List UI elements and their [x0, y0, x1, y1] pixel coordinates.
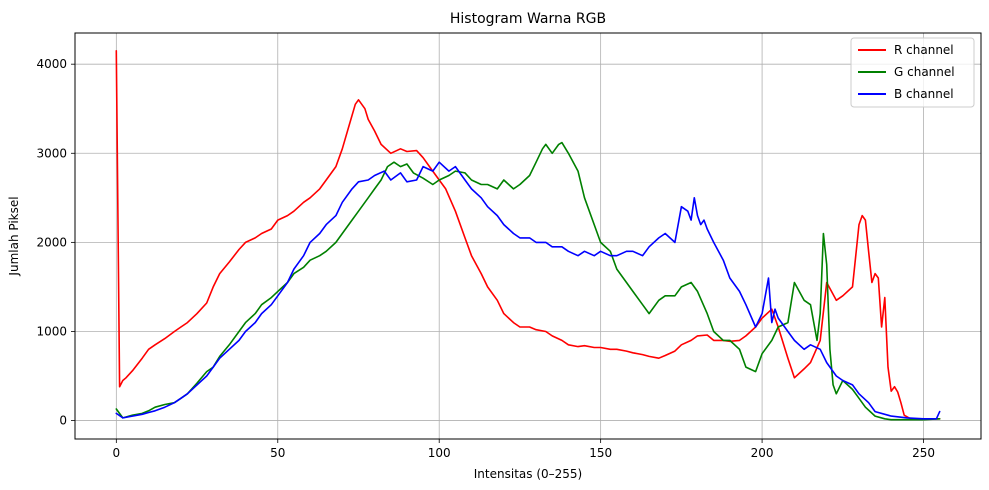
y-tick-label-3000: 3000: [36, 146, 67, 160]
series-lines: [115, 49, 941, 421]
legend-box: [850, 37, 975, 108]
x-tick-label-50: 50: [270, 446, 285, 460]
legend-label-g: G channel: [894, 65, 955, 79]
x-axis-label: Intensitas (0–255): [474, 467, 582, 481]
x-tick-label-250: 250: [912, 446, 935, 460]
x-tick-label-100: 100: [428, 446, 451, 460]
plot-area-frame: [74, 32, 982, 440]
series-line-g: [115, 141, 941, 421]
legend-label-b: B channel: [894, 87, 954, 101]
x-tick-label-150: 150: [589, 446, 612, 460]
y-tick-label-1000: 1000: [36, 324, 67, 338]
y-tick-label-2000: 2000: [36, 235, 67, 249]
y-tick-label-4000: 4000: [36, 57, 67, 71]
chart-title: Histogram Warna RGB: [450, 11, 606, 27]
legend-label-r: R channel: [894, 43, 954, 57]
x-tick-label-200: 200: [751, 446, 774, 460]
y-axis-label: Jumlah Piksel: [7, 196, 21, 276]
y-tick-label-0: 0: [59, 414, 67, 428]
series-line-r: [115, 49, 941, 420]
axis-ticks: 0 50 100 150 200 250 0 1000 2000 3000 4000: [36, 57, 935, 460]
legend: R channel G channel B channel: [850, 37, 975, 108]
series-line-b: [115, 161, 941, 420]
x-tick-label-0: 0: [113, 446, 121, 460]
